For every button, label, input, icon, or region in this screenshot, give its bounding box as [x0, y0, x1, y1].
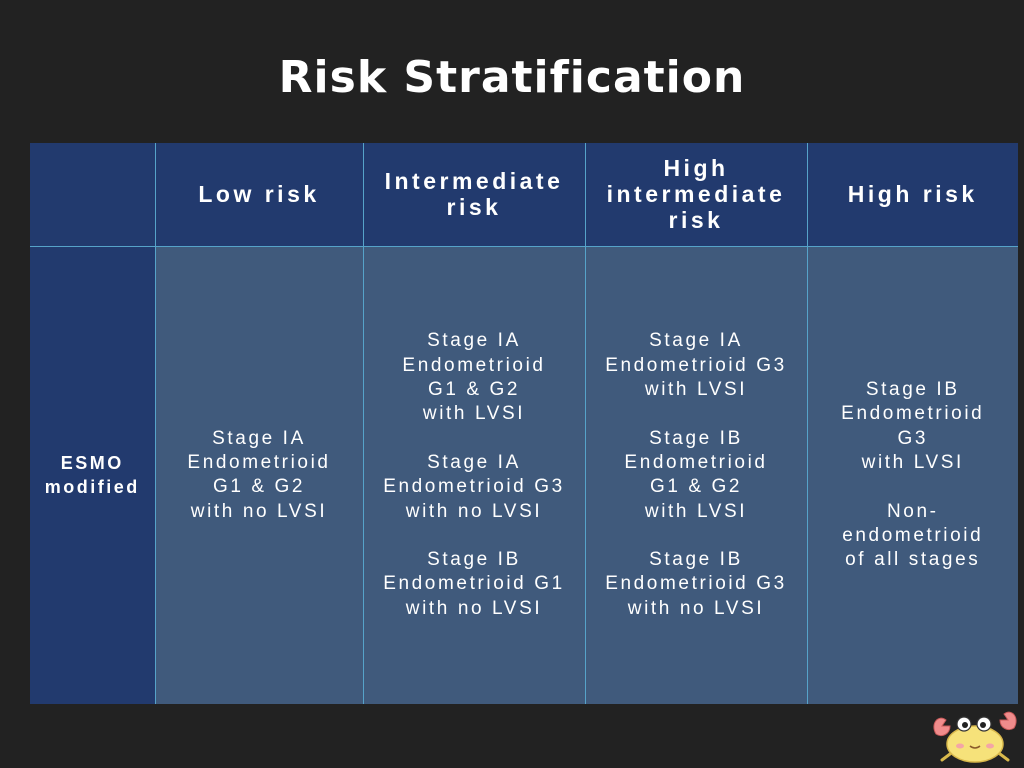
header-corner-cell — [30, 143, 156, 247]
header-low-risk: Low risk — [154, 143, 364, 247]
cell-line: Non- — [886, 500, 939, 522]
cell-line: with no LVSI — [405, 597, 543, 619]
row-label-line: ESMO — [60, 452, 124, 473]
cell-spacer — [368, 427, 581, 451]
row-label-esmo-modified: ESMO modified — [30, 245, 156, 704]
header-line: Low risk — [198, 181, 320, 208]
cell-line: Stage IA — [649, 330, 743, 352]
cell-spacer — [368, 524, 581, 548]
slide-title: Risk Stratification — [278, 52, 746, 103]
cell-line: Endometrioid — [402, 354, 546, 376]
cell-line: with no LVSI — [190, 500, 328, 522]
header-high-intermediate-risk: High intermediate risk — [584, 143, 808, 247]
cell-line: Endometrioid G3 — [605, 354, 787, 376]
header-line: intermediate — [606, 181, 786, 208]
cell-line: with LVSI — [861, 451, 964, 473]
cell-intermediate-risk: Stage IA Endometrioid G1 & G2 with LVSI Stag… — [362, 245, 586, 704]
cell-line: Stage IB — [649, 549, 743, 571]
header-line: risk — [668, 207, 724, 234]
cell-high-intermediate-risk: Stage IA Endometrioid G3 with LVSI Stage IB… — [584, 245, 808, 704]
cell-line: Stage IB — [649, 427, 743, 449]
header-line: Intermediate — [384, 168, 564, 195]
cell-line: Stage IB — [427, 549, 521, 571]
cell-line: G1 & G2 — [212, 476, 306, 498]
cell-line: Endometrioid G3 — [605, 573, 787, 595]
cell-line: Stage IA — [427, 330, 521, 352]
cell-line: with LVSI — [644, 379, 748, 401]
cell-spacer — [590, 402, 803, 426]
cell-line: with LVSI — [644, 500, 748, 522]
header-intermediate-risk: Intermediate risk — [362, 143, 586, 247]
cell-line: Stage IB — [865, 379, 960, 401]
risk-stratification-table: Low risk Intermediate risk High intermed… — [30, 143, 1018, 704]
header-line: risk — [446, 194, 502, 221]
cell-line: with LVSI — [422, 403, 526, 425]
crab-mascot-icon — [933, 711, 1017, 763]
header-high-risk: High risk — [806, 143, 1018, 247]
cell-line: Endometrioid — [187, 451, 331, 473]
cell-line: Endometrioid — [624, 451, 768, 473]
cell-low-risk: Stage IA Endometrioid G1 & G2 with no LVSI — [154, 245, 364, 704]
row-label-line: modified — [44, 477, 140, 498]
cell-line: with no LVSI — [405, 500, 543, 522]
header-row: Low risk Intermediate risk High intermed… — [30, 143, 1018, 247]
header-line: High risk — [847, 181, 978, 208]
cell-line: Endometrioid — [841, 403, 985, 425]
cell-line: endometrioid — [842, 524, 984, 546]
cell-line: Endometrioid G1 — [383, 573, 565, 595]
cell-line: Endometrioid G3 — [383, 476, 565, 498]
cell-line: with no LVSI — [627, 597, 765, 619]
cell-spacer — [812, 475, 1015, 499]
cell-spacer — [590, 524, 803, 548]
cell-line: of all stages — [845, 549, 981, 571]
esmo-modified-row: ESMO modified Stage IA Endometrioid G1 & G… — [30, 245, 1018, 704]
cell-high-risk: Stage IB Endometrioid G3 with LVSI Non-endom… — [806, 245, 1018, 704]
cell-line: Stage IA — [427, 451, 521, 473]
cell-line: G3 — [897, 427, 929, 449]
cell-line: G1 & G2 — [649, 476, 743, 498]
cell-line: Stage IA — [212, 427, 306, 449]
cell-line: G1 & G2 — [427, 379, 521, 401]
header-line: High — [663, 155, 729, 182]
